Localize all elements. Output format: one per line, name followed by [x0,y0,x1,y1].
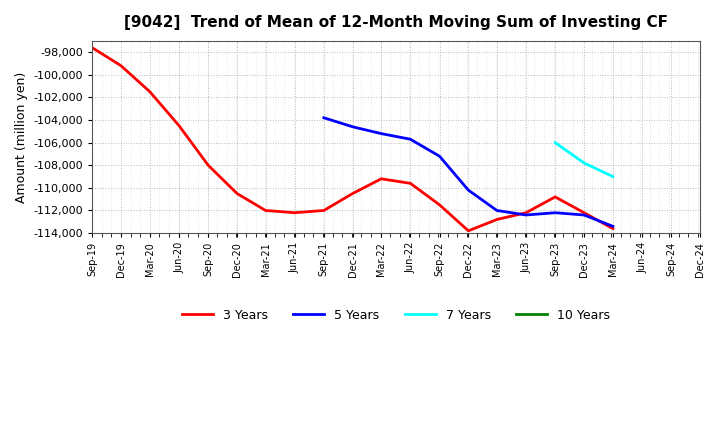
Y-axis label: Amount (million yen): Amount (million yen) [15,71,28,202]
Legend: 3 Years, 5 Years, 7 Years, 10 Years: 3 Years, 5 Years, 7 Years, 10 Years [177,304,615,327]
Title: [9042]  Trend of Mean of 12-Month Moving Sum of Investing CF: [9042] Trend of Mean of 12-Month Moving … [124,15,668,30]
